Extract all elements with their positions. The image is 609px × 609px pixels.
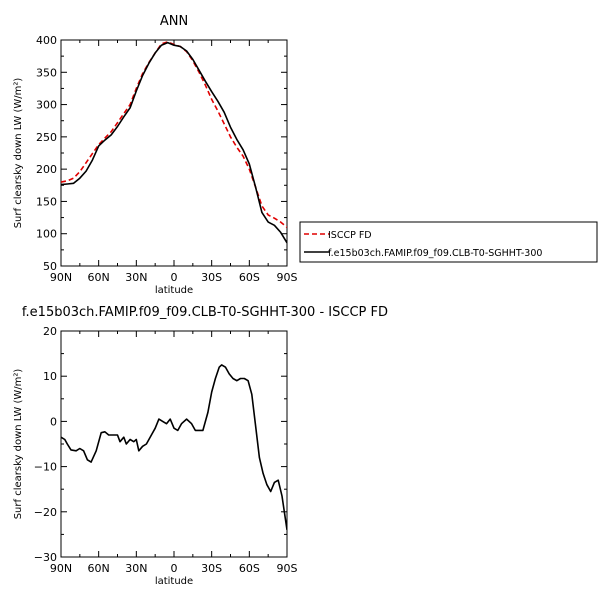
x-tick-label: 30N: [125, 562, 147, 575]
x-tick-label: 30N: [125, 271, 147, 284]
y-tick-label: 0: [50, 415, 57, 428]
y-tick-label: 150: [36, 195, 57, 208]
x-axis-label: latitude: [155, 576, 193, 587]
x-axis-label: latitude: [155, 285, 193, 296]
plot-frame: [60, 330, 288, 558]
x-tick-label: 60S: [239, 271, 260, 284]
x-tick-label: 90S: [277, 271, 298, 284]
y-tick-label: −30: [34, 551, 57, 564]
y-axis-label: Surf clearsky down LW (W/m²): [13, 369, 24, 520]
y-tick-label: 200: [36, 163, 57, 176]
chart-title: ANN: [160, 14, 188, 29]
y-tick-label: 350: [36, 66, 57, 79]
x-tick-label: 60N: [88, 562, 110, 575]
x-tick-label: 30S: [201, 271, 222, 284]
series-line-0: [61, 41, 287, 228]
x-tick-label: 60N: [88, 271, 110, 284]
legend-box: [299, 221, 598, 263]
legend-label-1: f.e15b03ch.FAMIP.f09_f09.CLB-T0-SGHHT-30…: [328, 248, 542, 259]
y-tick-label: −20: [34, 506, 57, 519]
x-tick-label: 60S: [239, 562, 260, 575]
y-tick-label: 50: [43, 260, 57, 273]
x-tick-label: 30S: [201, 562, 222, 575]
y-tick-label: 400: [36, 34, 57, 47]
chart-title: f.e15b03ch.FAMIP.f09_f09.CLB-T0-SGHHT-30…: [22, 305, 388, 320]
x-tick-label: 90N: [50, 271, 72, 284]
x-tick-label: 0: [171, 562, 178, 575]
legend-label-0: ISCCP FD: [328, 230, 372, 241]
x-tick-label: 90N: [50, 562, 72, 575]
series-line-0: [61, 364, 287, 531]
y-tick-label: 20: [43, 325, 57, 338]
y-tick-label: −10: [34, 461, 57, 474]
x-tick-label: 90S: [277, 562, 298, 575]
x-tick-label: 0: [171, 271, 178, 284]
y-tick-label: 300: [36, 99, 57, 112]
y-tick-label: 10: [43, 370, 57, 383]
series-line-1: [61, 41, 287, 244]
y-tick-label: 100: [36, 228, 57, 241]
y-axis-label: Surf clearsky down LW (W/m²): [13, 78, 24, 229]
y-tick-label: 250: [36, 131, 57, 144]
